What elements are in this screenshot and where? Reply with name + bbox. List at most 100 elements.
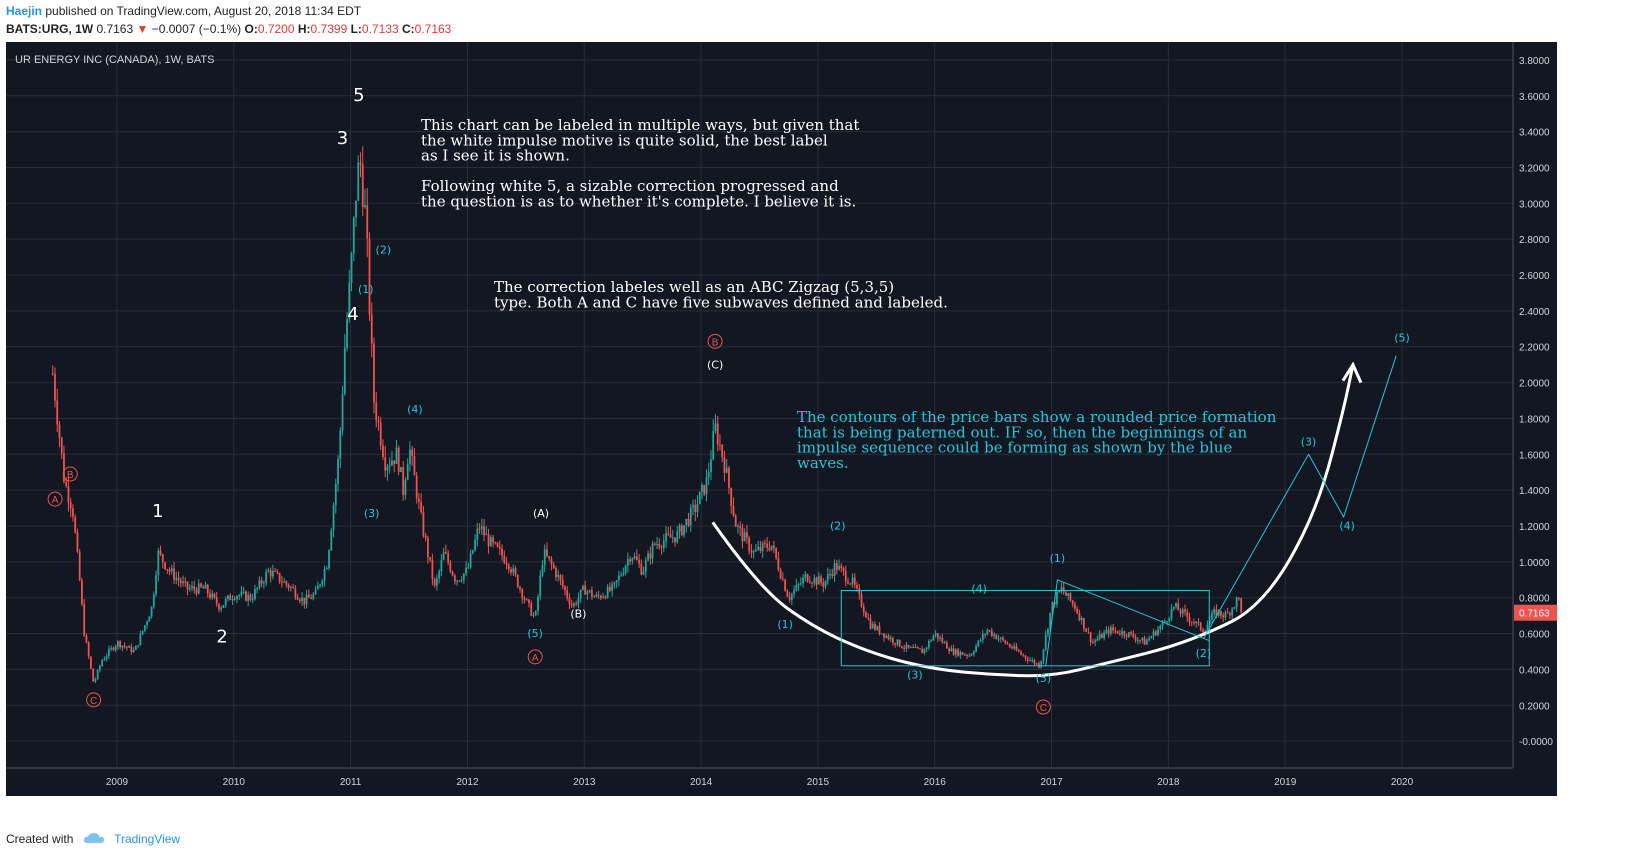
candle-body bbox=[1002, 637, 1004, 641]
candle-body bbox=[635, 556, 638, 561]
candle-body bbox=[285, 581, 288, 585]
candle-body bbox=[453, 575, 456, 582]
candle-body bbox=[701, 484, 703, 492]
candle-body bbox=[197, 583, 200, 594]
candle-body bbox=[941, 637, 944, 643]
candle-body bbox=[303, 597, 306, 605]
annotation-line: Following white 5, a sizable correction … bbox=[421, 177, 839, 195]
candle-body bbox=[919, 648, 921, 650]
candle-body bbox=[1125, 635, 1128, 637]
candle-body bbox=[853, 577, 856, 585]
candle-body bbox=[1060, 587, 1063, 591]
candle-body bbox=[105, 656, 108, 659]
wave-projection-line bbox=[1202, 355, 1397, 640]
candle-body bbox=[633, 556, 636, 559]
candle-body bbox=[404, 480, 407, 495]
candle-body bbox=[642, 571, 645, 575]
annotation-line: impulse sequence could be forming as sho… bbox=[797, 439, 1232, 457]
candle-body bbox=[444, 552, 447, 554]
candle-body bbox=[449, 562, 452, 572]
candle-body bbox=[316, 585, 319, 590]
tradingview-link[interactable]: TradingView bbox=[114, 832, 181, 846]
candle-body bbox=[687, 518, 690, 526]
candle-body bbox=[296, 597, 299, 600]
candle-body bbox=[842, 567, 845, 571]
candle-body bbox=[1100, 634, 1103, 639]
candle-body bbox=[732, 506, 735, 516]
y-tick-label: 0.6000 bbox=[1519, 630, 1550, 641]
author-link[interactable]: Haejin bbox=[6, 4, 43, 18]
candle-body bbox=[211, 593, 214, 598]
candle-body bbox=[1159, 626, 1162, 630]
candle-body bbox=[81, 580, 83, 605]
candle-body bbox=[427, 538, 429, 558]
candle-body bbox=[979, 640, 982, 642]
candle-body bbox=[1065, 592, 1067, 596]
candle-body bbox=[188, 588, 191, 590]
candle-body bbox=[669, 534, 672, 538]
candle-body bbox=[63, 453, 65, 482]
candle-body bbox=[525, 599, 528, 601]
candle-body bbox=[202, 586, 205, 589]
candle-body bbox=[101, 660, 104, 666]
candle-body bbox=[1114, 630, 1117, 632]
candle-body bbox=[1229, 613, 1231, 616]
candle-body bbox=[559, 574, 562, 580]
candle-body bbox=[813, 577, 816, 584]
candle-body bbox=[826, 574, 829, 581]
candle-body bbox=[480, 526, 483, 529]
candle-body bbox=[65, 481, 68, 487]
candle-body bbox=[728, 467, 730, 489]
candle-body bbox=[822, 582, 825, 587]
candle-body bbox=[287, 584, 290, 589]
last-price-label: 0.7163 bbox=[1519, 609, 1550, 620]
candle-body bbox=[1168, 618, 1171, 622]
candle-body bbox=[92, 668, 95, 682]
circled-wave-marker bbox=[527, 649, 543, 665]
candle-body bbox=[323, 568, 326, 581]
candle-body bbox=[307, 594, 310, 598]
candle-body bbox=[543, 549, 546, 566]
candle-body bbox=[114, 646, 117, 650]
candle-body bbox=[889, 637, 892, 640]
candle-body bbox=[191, 586, 193, 589]
candle-body bbox=[395, 447, 398, 465]
candle-body bbox=[1188, 617, 1191, 622]
candle-body bbox=[418, 498, 420, 502]
candle-body bbox=[173, 568, 175, 580]
price-chart[interactable]: 5 3 4 1 2 (1) (2) (3) (4) (5) (A) (B) (C) (1) (2) (3) (4… bbox=[6, 42, 1557, 796]
candle-body bbox=[1096, 638, 1099, 641]
candle-body bbox=[865, 612, 867, 618]
candle-body bbox=[258, 580, 261, 588]
annotation-line: This chart can be labeled in multiple wa… bbox=[421, 116, 859, 134]
candle-body bbox=[907, 644, 910, 648]
candle-body bbox=[831, 573, 834, 577]
candle-body bbox=[802, 577, 804, 584]
wave-label: (3) bbox=[907, 668, 923, 681]
x-tick-label: 2019 bbox=[1274, 777, 1297, 788]
candle-body bbox=[573, 603, 575, 606]
candle-body bbox=[986, 630, 989, 635]
candle-body bbox=[680, 525, 683, 536]
candle-body bbox=[550, 558, 553, 565]
candle-body bbox=[640, 563, 643, 575]
candle-body bbox=[330, 530, 333, 551]
candle-body bbox=[1031, 660, 1034, 662]
candle-body bbox=[249, 594, 252, 600]
candle-body bbox=[406, 463, 409, 481]
candle-body bbox=[584, 585, 587, 595]
candle-body bbox=[370, 314, 373, 344]
candle-body bbox=[1195, 621, 1198, 624]
candle-body bbox=[1029, 660, 1031, 662]
wave-label: (5) bbox=[1394, 331, 1410, 344]
candle-body bbox=[155, 575, 157, 595]
open-value: 0.7200 bbox=[257, 22, 295, 36]
candle-body bbox=[1083, 618, 1085, 629]
candle-body bbox=[1175, 603, 1177, 607]
candle-body bbox=[959, 652, 962, 656]
candle-body bbox=[995, 634, 998, 640]
candle-body bbox=[1177, 603, 1180, 611]
candle-body bbox=[1170, 608, 1173, 619]
candle-body bbox=[375, 402, 378, 421]
candle-body bbox=[1240, 598, 1243, 613]
